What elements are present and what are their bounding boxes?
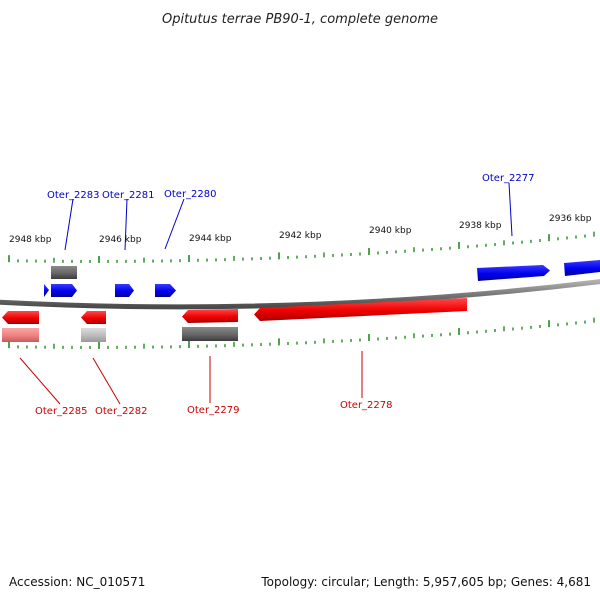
gene-block-gray-upper[interactable] [51, 266, 77, 279]
gene-arrow-oter-2277[interactable] [477, 265, 550, 281]
genome-backbone [0, 279, 600, 310]
gene-arrow-oter-2278[interactable] [254, 298, 467, 321]
label-oter-2281[interactable]: Oter_2281 [102, 190, 155, 201]
scale-label-2942: 2942 kbp [279, 231, 322, 241]
leader-oter-2285 [19, 357, 61, 405]
genome-summary-text: Topology: circular; Length: 5,957,605 bp… [260, 575, 591, 589]
scale-label-2944: 2944 kbp [189, 234, 232, 244]
label-oter-2278[interactable]: Oter_2278 [340, 400, 393, 411]
gene-block-gray-lower[interactable] [182, 327, 238, 341]
accession-text: Accession: NC_010571 [9, 575, 145, 589]
gene-labels: Oter_2283 Oter_2281 Oter_2280 Oter_2277 … [35, 173, 535, 417]
gene-arrow-oter-2283[interactable] [51, 284, 77, 297]
gene-block-light-red[interactable] [2, 328, 39, 342]
leader-oter-2282 [92, 357, 121, 405]
lower-tick-track [8, 317, 595, 349]
gene-arrow-right-edge[interactable] [564, 260, 600, 276]
scale-label-2946: 2946 kbp [99, 235, 142, 245]
label-leader-lines [19, 182, 513, 405]
gene-block-light-gray[interactable] [81, 328, 106, 342]
scale-label-2936: 2936 kbp [549, 214, 592, 224]
label-oter-2280[interactable]: Oter_2280 [164, 189, 217, 200]
leader-oter-2280 [164, 198, 185, 250]
label-oter-2283[interactable]: Oter_2283 [47, 190, 100, 201]
label-oter-2277[interactable]: Oter_2277 [482, 173, 535, 184]
map-title: Opitutus terrae PB90-1, complete genome [162, 12, 438, 27]
label-oter-2282[interactable]: Oter_2282 [95, 406, 148, 417]
scale-label-2938: 2938 kbp [459, 221, 502, 231]
leader-oter-2277 [508, 182, 513, 237]
gene-arrow-oter-2279[interactable] [182, 309, 238, 323]
leader-oter-2281 [124, 198, 128, 251]
label-oter-2279[interactable]: Oter_2279 [187, 405, 240, 416]
gene-arrow-oter-2282[interactable] [81, 311, 106, 324]
label-oter-2285[interactable]: Oter_2285 [35, 406, 88, 417]
gene-arrow-oter-2281[interactable] [115, 284, 134, 297]
scale-label-2940: 2940 kbp [369, 226, 412, 236]
gene-arrow-oter-2280[interactable] [155, 284, 176, 297]
scale-labels: 2948 kbp 2946 kbp 2944 kbp 2942 kbp 2940… [9, 214, 592, 245]
upper-tick-track [8, 231, 595, 263]
forward-strand-genes [44, 260, 600, 297]
gene-arrow-small-forward[interactable] [44, 284, 49, 297]
scale-label-2948: 2948 kbp [9, 235, 52, 245]
gene-arrow-oter-2285[interactable] [2, 311, 39, 324]
reverse-strand-genes [2, 298, 467, 342]
leader-oter-2283 [64, 198, 74, 251]
